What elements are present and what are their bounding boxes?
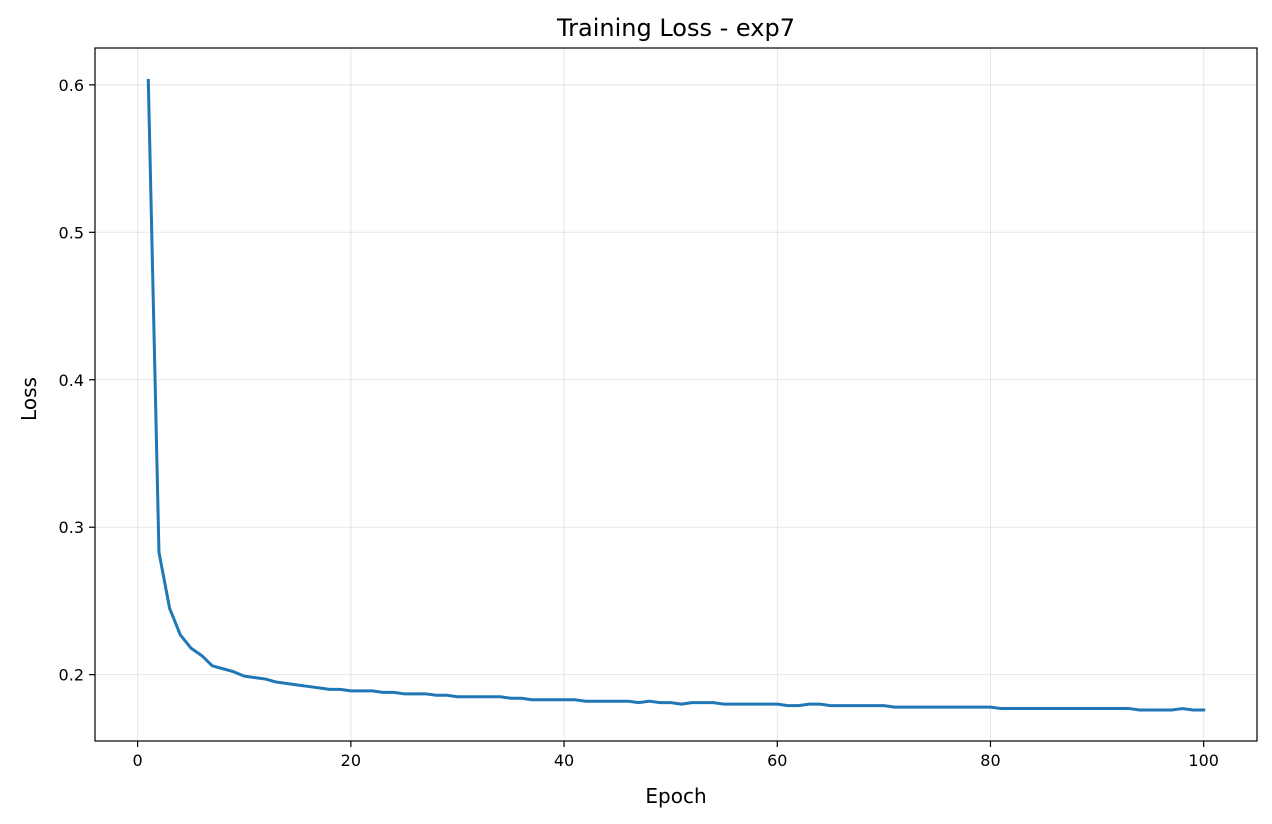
- y-tick-label: 0.3: [59, 518, 84, 537]
- loss-line: [146, 78, 1206, 712]
- y-axis-label: Loss: [17, 377, 41, 421]
- x-axis-label: Epoch: [645, 784, 706, 808]
- axes-frame: [94, 47, 1258, 742]
- x-tick-label: 40: [554, 751, 574, 770]
- x-tick-label: 100: [1188, 751, 1219, 770]
- x-axis-ticks: 0 20 40 60 80 100: [133, 741, 1219, 770]
- y-tick-label: 0.4: [59, 371, 84, 390]
- y-tick-label: 0.6: [59, 76, 84, 95]
- y-axis-ticks: 0.2 0.3 0.4 0.5 0.6: [59, 76, 95, 685]
- chart-title: Training Loss - exp7: [556, 14, 795, 42]
- y-tick-label: 0.5: [59, 223, 84, 242]
- plot-area: [95, 48, 1257, 741]
- x-tick-label: 80: [980, 751, 1000, 770]
- x-tick-label: 0: [133, 751, 143, 770]
- x-tick-label: 60: [767, 751, 787, 770]
- grid: [95, 48, 1257, 741]
- series-layer: [146, 78, 1206, 712]
- y-tick-label: 0.2: [59, 666, 84, 685]
- x-tick-label: 20: [341, 751, 361, 770]
